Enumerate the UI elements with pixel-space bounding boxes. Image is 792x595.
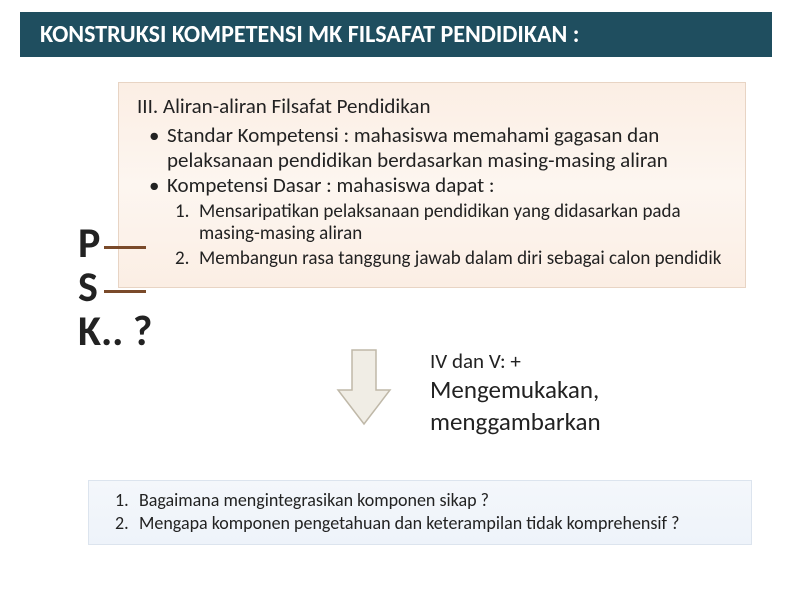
numbered-item: 2.Membangun rasa tanggung jawab dalam di… [175, 248, 727, 271]
iv-line1: IV dan V: + [430, 348, 601, 374]
section-title: III. Aliran-aliran Filsafat Pendidikan [137, 93, 727, 119]
bottom-item: 1.Bagaimana mengintegrasikan komponen si… [115, 489, 737, 512]
bottom-list: 1.Bagaimana mengintegrasikan komponen si… [103, 489, 737, 536]
iv-text-block: IV dan V: + Mengemukakan, menggambarkan [430, 348, 601, 437]
bullet-list: Standar Kompetensi : mahasiswa memahami … [137, 123, 727, 199]
psk-k: K.. ? [78, 310, 152, 354]
content-panel: III. Aliran-aliran Filsafat Pendidikan S… [118, 82, 746, 288]
psk-s: S [78, 266, 152, 310]
psk-letters: P S K.. ? [78, 222, 152, 354]
iv-line3: menggambarkan [430, 406, 601, 437]
iv-line2: Mengemukakan, [430, 374, 601, 405]
bottom-item: 2.Mengapa komponen pengetahuan dan keter… [115, 512, 737, 535]
psk-p: P [78, 222, 152, 266]
bullet-item: Kompetensi Dasar : mahasiswa dapat : [149, 173, 727, 198]
page-title: KONSTRUKSI KOMPETENSI MK FILSAFAT PENDID… [20, 12, 772, 57]
bottom-panel: 1.Bagaimana mengintegrasikan komponen si… [88, 480, 752, 545]
numbered-text: Membangun rasa tanggung jawab dalam diri… [199, 247, 721, 270]
numbered-list: 1.Mensaripatikan pelaksanaan pendidikan … [137, 201, 727, 271]
numbered-item: 1.Mensaripatikan pelaksanaan pendidikan … [175, 201, 727, 247]
bullet-item: Standar Kompetensi : mahasiswa memahami … [149, 123, 727, 173]
down-arrow-icon [336, 348, 392, 426]
numbered-text: Mensaripatikan pelaksanaan pendidikan ya… [199, 200, 681, 246]
connector-line-p [104, 246, 146, 249]
connector-line-s [104, 290, 146, 293]
bottom-text: Mengapa komponen pengetahuan dan keteram… [139, 512, 679, 534]
bottom-text: Bagaimana mengintegrasikan komponen sika… [139, 489, 489, 511]
